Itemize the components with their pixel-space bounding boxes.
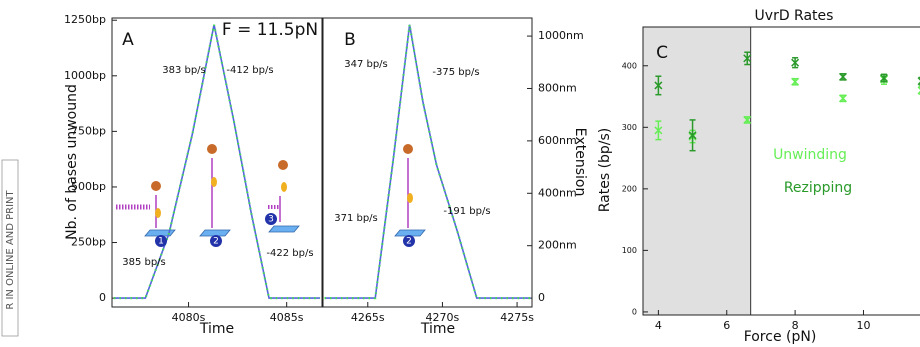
plot-frame: [322, 17, 533, 308]
x-tick-label: 10: [856, 319, 870, 332]
side-text: R IN ONLINE AND PRINT: [5, 189, 16, 309]
annotation: 2: [213, 237, 219, 247]
y-axis-label: Nb. of bases unwound: [64, 84, 80, 240]
annotation: 347 bp/s: [344, 59, 388, 70]
x-tick-label: 4275s: [500, 311, 534, 324]
side-box: [1, 159, 19, 337]
y2-tick-label: 600nm: [538, 134, 577, 147]
x-axis-label: Force (pN): [744, 329, 817, 345]
step-badge: [403, 235, 415, 247]
y-tick-label: 500bp: [71, 180, 106, 193]
y-tick-label: 1250bp: [64, 13, 106, 26]
y2-tick-label: 400nm: [538, 186, 577, 199]
data-point: [838, 72, 847, 81]
x-tick-label: 4: [655, 319, 662, 332]
step-badge: [265, 213, 277, 225]
y-tick-label: 1000bp: [64, 69, 106, 82]
data-point: [838, 94, 847, 103]
annotation: C: [656, 43, 668, 63]
y-axis-label: Rates (bp/s): [597, 128, 613, 213]
x-tick-label: 4265s: [351, 311, 385, 324]
plot-frame: [111, 17, 323, 308]
y-tick-label: 0: [632, 307, 637, 316]
step-badge: [210, 235, 222, 247]
y-tick-label: 400: [622, 61, 637, 70]
x-tick-label: 4270s: [426, 311, 460, 324]
y-tick-label: 250bp: [71, 236, 106, 249]
annotation: A: [122, 30, 134, 50]
x-tick-label: 4080s: [172, 311, 206, 324]
y2-tick-label: 0: [538, 291, 545, 304]
x-axis-label: Time: [199, 321, 234, 337]
data-point: [743, 51, 752, 66]
annotation: -422 bp/s: [266, 248, 313, 259]
y2-tick-label: 1000nm: [538, 29, 584, 42]
data-point: [654, 75, 663, 96]
legend-entry: Unwinding: [773, 147, 847, 163]
annotation: -191 bp/s: [443, 206, 490, 217]
step-badge: [155, 235, 167, 247]
data-point: [791, 77, 800, 86]
data-point: [879, 73, 889, 83]
y-tick-label: 100: [622, 246, 637, 255]
y-tick-label: 200: [622, 184, 637, 193]
x-tick-label: 8: [792, 319, 799, 332]
annotation: B: [344, 30, 356, 50]
data-point: [743, 115, 752, 124]
data-point: [688, 119, 697, 152]
trace-line: [324, 24, 531, 299]
legend-entry: Rezipping: [784, 180, 852, 196]
y-tick-label: 300: [622, 123, 637, 132]
plot-frame: [642, 26, 920, 316]
y2-tick-label: 800nm: [538, 81, 577, 94]
trace-dots: [113, 24, 321, 300]
x-tick-label: 4085s: [270, 311, 304, 324]
y2-tick-label: 200nm: [538, 239, 577, 252]
annotation: 1: [158, 237, 164, 247]
shaded-region: [643, 27, 751, 315]
x-axis-label: Time: [420, 321, 455, 337]
data-point: [791, 57, 800, 69]
annotation: -375 bp/s: [432, 67, 479, 78]
y-tick-label: 750bp: [71, 124, 106, 137]
annotation: F = 11.5pN: [222, 20, 318, 40]
annotation: 383 bp/s: [162, 65, 206, 76]
diagram: [116, 144, 426, 237]
chart-title: UvrD Rates: [755, 8, 834, 24]
annotation: 371 bp/s: [334, 213, 378, 224]
x-tick-label: 6: [723, 319, 730, 332]
annotation: -412 bp/s: [226, 65, 273, 76]
annotation: 385 bp/s: [122, 257, 166, 268]
data-point: [654, 120, 663, 141]
annotation: 2: [406, 237, 412, 247]
annotation: 3: [268, 215, 274, 225]
y2-axis-label: Extension: [572, 128, 588, 197]
y-tick-label: 0: [99, 291, 106, 304]
